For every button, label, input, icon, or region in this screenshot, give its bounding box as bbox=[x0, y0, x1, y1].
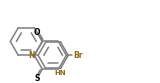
Text: O: O bbox=[34, 28, 40, 37]
Text: HN: HN bbox=[55, 70, 66, 76]
Text: Br: Br bbox=[73, 51, 82, 60]
Text: S: S bbox=[34, 74, 40, 83]
Text: N: N bbox=[28, 51, 34, 60]
